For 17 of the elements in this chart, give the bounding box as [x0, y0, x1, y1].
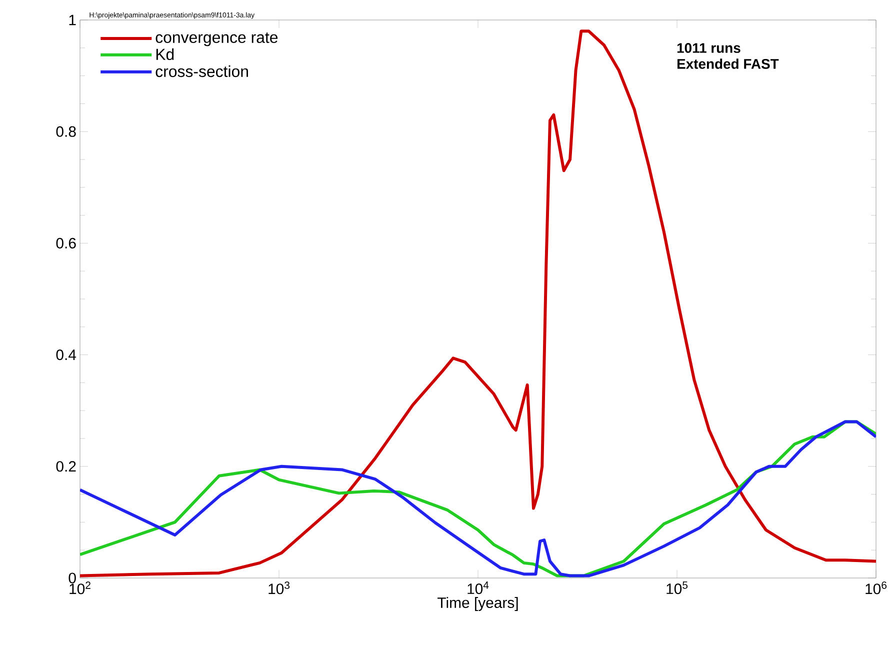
legend-label: Kd [156, 48, 174, 60]
annotation: Extended FAST [677, 58, 779, 69]
y-tick-label: 0.4 [56, 350, 76, 360]
y-tick-label: 0.2 [56, 461, 76, 472]
x-tick-label: 10$^{5}$ [666, 582, 688, 594]
legend-label: convergence rate [156, 32, 278, 46]
legend-label: cross-section [156, 65, 248, 78]
x-tick-label: 10$^{3}$ [268, 582, 290, 594]
y-tick-label: 0.8 [56, 126, 76, 137]
x-tick-label: 10$^{2}$ [70, 582, 90, 594]
x-tick-label: 10$^{6}$ [866, 582, 887, 594]
y-tick-label: 1 [69, 14, 76, 26]
x-axis-title: Time [years] [438, 597, 518, 611]
y-tick-label: 0 [68, 572, 76, 584]
y-tick-label: 0.6 [56, 238, 76, 248]
x-tick-label: 10$^{4}$ [468, 582, 489, 594]
annotation: 1011 runs [677, 43, 740, 53]
